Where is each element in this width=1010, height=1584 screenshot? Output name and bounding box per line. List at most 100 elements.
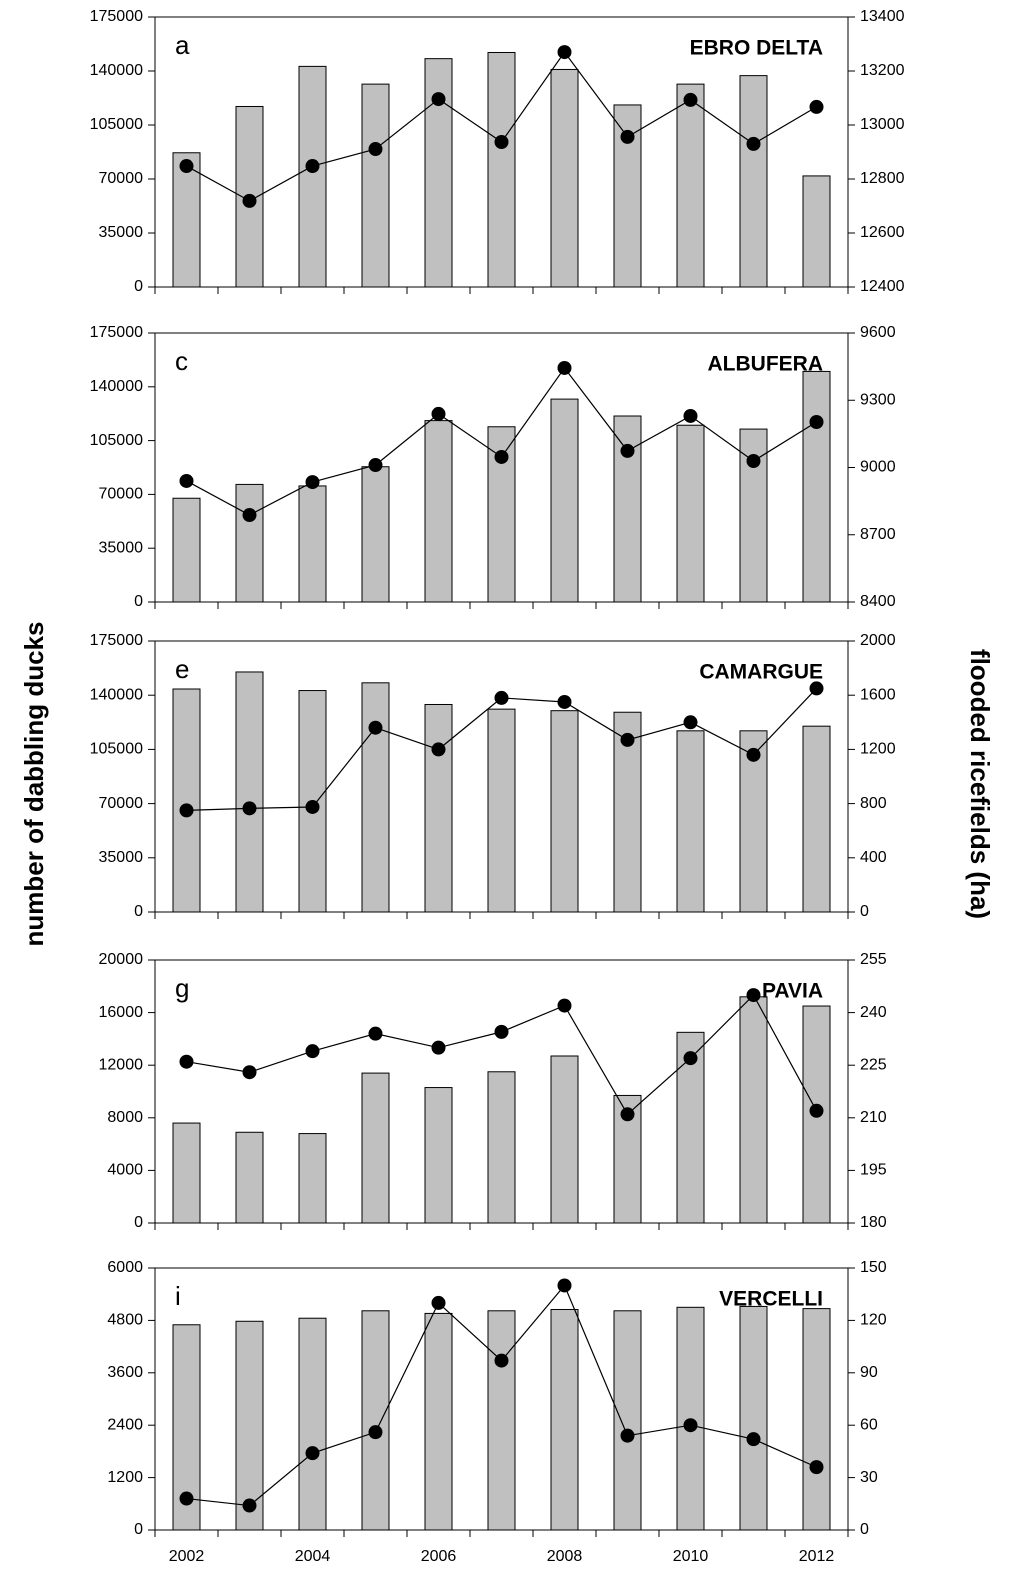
plot-frame [154,640,849,913]
y-tick-label: 3600 [107,1364,143,1381]
bar [424,420,453,603]
bar [298,1133,327,1224]
point [683,1418,698,1433]
point [179,1054,194,1069]
point [179,159,194,174]
point [431,1295,446,1310]
point [431,742,446,757]
y2-tick-label: 400 [860,849,887,866]
y2-tick-label: 12400 [860,278,905,295]
y-tick-label: 35000 [99,224,144,241]
point [557,694,572,709]
point [179,1491,194,1506]
y-tick-label: 175000 [90,324,143,341]
y2-tick-label: 255 [860,951,887,968]
x-tick-label: 2004 [295,1548,331,1565]
y2-tick-label: 240 [860,1004,887,1021]
panel-label: c [175,346,188,376]
y-tick-label: 140000 [90,378,143,395]
point [809,414,824,429]
point [494,1353,509,1368]
y-tick-label: 70000 [99,486,144,503]
x-tick-label: 2006 [421,1548,457,1565]
y2-tick-label: 180 [860,1214,887,1231]
bar [172,688,201,913]
plot-frame [154,16,849,288]
panel-label: g [175,973,189,1003]
bar [676,730,705,913]
point [368,458,383,473]
y-axis-title: number of dabbling ducks [19,621,49,946]
bar [676,424,705,603]
point [305,475,320,490]
y-tick-label: 16000 [99,1004,144,1021]
y-tick-label: 2400 [107,1416,143,1433]
y-tick-label: 4800 [107,1312,143,1329]
x-tick-label: 2010 [673,1548,709,1565]
point [305,1044,320,1059]
y2-tick-label: 13200 [860,62,905,79]
point [620,129,635,144]
y-tick-label: 20000 [99,951,144,968]
y-tick-label: 1200 [107,1469,143,1486]
point [305,799,320,814]
y2-tick-label: 90 [860,1364,878,1381]
y2-tick-label: 0 [860,1521,869,1538]
bar [235,1320,264,1531]
plot-frame [154,332,849,603]
point [620,1107,635,1122]
bar [739,996,768,1224]
point [368,1425,383,1440]
point [809,99,824,114]
y-tick-label: 105000 [90,432,143,449]
bar [550,68,579,288]
point [746,136,761,151]
bar [802,175,831,288]
bar [739,1305,768,1531]
y-tick-label: 6000 [107,1259,143,1276]
y-tick-label: 175000 [90,632,143,649]
y2-tick-label: 9000 [860,459,896,476]
panel-label: a [175,30,190,60]
point [809,681,824,696]
bar [172,152,201,288]
y2-tick-label: 12800 [860,170,905,187]
bar [361,466,390,603]
y-tick-label: 0 [134,1521,143,1538]
bar [235,483,264,603]
plot-frame [154,1267,849,1531]
y-tick-label: 70000 [99,170,144,187]
bar [487,708,516,913]
bar [361,83,390,288]
y-tick-label: 35000 [99,539,144,556]
y-tick-label: 0 [134,903,143,920]
y2-tick-label: 1200 [860,741,896,758]
bar [172,497,201,603]
bar [550,1308,579,1531]
point [368,720,383,735]
point [305,159,320,174]
panel-title: EBRO DELTA [690,37,823,60]
point [431,406,446,421]
y-tick-label: 105000 [90,741,143,758]
y2-axis-title: flooded ricefields (ha) [965,649,995,919]
bar [487,1310,516,1531]
y-tick-label: 140000 [90,686,143,703]
bar [613,1310,642,1531]
point [179,473,194,488]
point [746,747,761,762]
point [242,193,257,208]
bar [802,1308,831,1531]
point [242,1065,257,1080]
y-tick-label: 12000 [99,1056,144,1073]
bar [424,703,453,913]
point [557,1278,572,1293]
bar [172,1122,201,1224]
panel-label: i [175,1281,181,1311]
bar [424,1312,453,1531]
point [242,1498,257,1513]
y-tick-label: 105000 [90,116,143,133]
panel-title: VERCELLI [719,1288,823,1311]
y-tick-label: 175000 [90,8,143,25]
point [557,45,572,60]
